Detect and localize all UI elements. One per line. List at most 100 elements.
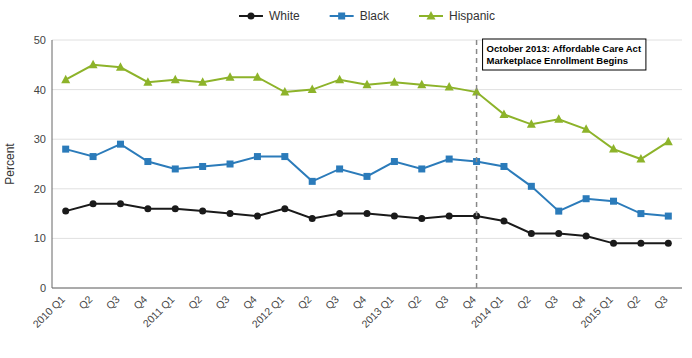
point	[610, 240, 617, 247]
legend-item: White	[239, 9, 300, 23]
point	[254, 213, 261, 220]
y-axis	[52, 40, 53, 288]
point	[309, 178, 316, 185]
point	[226, 72, 235, 81]
x-axis	[52, 288, 682, 289]
y-tick-label: 0	[40, 282, 46, 294]
grid-line	[52, 188, 682, 189]
x-tick-label: Q4	[131, 293, 150, 312]
x-tick-label: Q3	[651, 293, 670, 312]
point	[116, 62, 125, 71]
x-tick-label: Q3	[213, 293, 232, 312]
legend-marker	[427, 11, 436, 20]
x-tick-label: Q2	[76, 293, 95, 312]
point	[446, 156, 453, 163]
x-tick-label: 2015 Q1	[578, 293, 615, 330]
y-tick-label: 30	[34, 133, 46, 145]
y-tick-label: 50	[34, 34, 46, 46]
point	[499, 109, 508, 118]
y-axis-label: Percent	[3, 143, 17, 185]
point	[227, 161, 234, 168]
point	[391, 158, 398, 165]
point	[665, 240, 672, 247]
series-line	[66, 144, 669, 216]
point	[664, 137, 673, 146]
point	[62, 146, 69, 153]
x-tick-label: Q2	[186, 293, 205, 312]
point	[227, 210, 234, 217]
point	[336, 165, 343, 172]
x-tick-label: Q2	[514, 293, 533, 312]
point	[61, 75, 70, 84]
point	[90, 200, 97, 207]
legend-label: Black	[360, 9, 390, 23]
point	[637, 240, 644, 247]
x-tick-label: 2011 Q1	[140, 293, 177, 330]
point	[171, 75, 180, 84]
point	[637, 210, 644, 217]
point	[335, 75, 344, 84]
point	[281, 205, 288, 212]
point	[172, 205, 179, 212]
x-tick-label: Q4	[460, 293, 479, 312]
legend-marker	[247, 13, 254, 20]
x-tick-label: Q2	[295, 293, 314, 312]
x-tick-label: 2010 Q1	[30, 293, 67, 330]
legend-label: Hispanic	[449, 9, 495, 23]
point	[199, 163, 206, 170]
grid-line	[52, 89, 682, 90]
point	[144, 205, 151, 212]
point	[144, 158, 151, 165]
y-tick-label: 40	[34, 84, 46, 96]
annotation-text: October 2013: Affordable Care ActMarketp…	[487, 43, 642, 66]
x-tick-label: Q4	[350, 293, 369, 312]
chart: 010203040502010 Q1Q2Q3Q42011 Q1Q2Q3Q4201…	[0, 0, 692, 358]
point	[555, 208, 562, 215]
point	[253, 72, 262, 81]
point	[609, 144, 618, 153]
point	[281, 153, 288, 160]
point	[117, 141, 124, 148]
grid	[52, 40, 682, 288]
point	[391, 213, 398, 220]
point	[610, 198, 617, 205]
series-line	[66, 65, 669, 159]
point	[62, 208, 69, 215]
x-tick-label: Q4	[569, 293, 588, 312]
legend-item: Black	[330, 9, 390, 23]
point	[528, 183, 535, 190]
x-tick-label: 2012 Q1	[249, 293, 286, 330]
annotation: October 2013: Affordable Care ActMarketp…	[483, 39, 646, 70]
point	[363, 80, 372, 89]
point	[583, 195, 590, 202]
point	[280, 87, 289, 96]
y-tick-label: 10	[34, 232, 46, 244]
x-tick-label: Q3	[542, 293, 561, 312]
x-tick-label: Q3	[432, 293, 451, 312]
point	[198, 77, 207, 86]
point	[364, 173, 371, 180]
grid-line	[52, 139, 682, 140]
point	[527, 119, 536, 128]
x-tick-label: Q3	[323, 293, 342, 312]
point	[583, 232, 590, 239]
annotation-line	[476, 40, 478, 288]
point	[446, 213, 453, 220]
point	[336, 210, 343, 217]
point	[528, 230, 535, 237]
point	[308, 85, 317, 94]
point	[665, 213, 672, 220]
x-tick-label: Q4	[240, 293, 259, 312]
point	[417, 80, 426, 89]
point	[117, 200, 124, 207]
plot-area	[61, 60, 673, 247]
point	[636, 154, 645, 163]
point	[555, 230, 562, 237]
point	[89, 60, 98, 69]
legend-item: Hispanic	[419, 9, 495, 23]
point	[390, 77, 399, 86]
series-line	[66, 204, 669, 244]
x-tick-label: Q2	[405, 293, 424, 312]
annotation-box	[483, 39, 646, 70]
point	[500, 218, 507, 225]
